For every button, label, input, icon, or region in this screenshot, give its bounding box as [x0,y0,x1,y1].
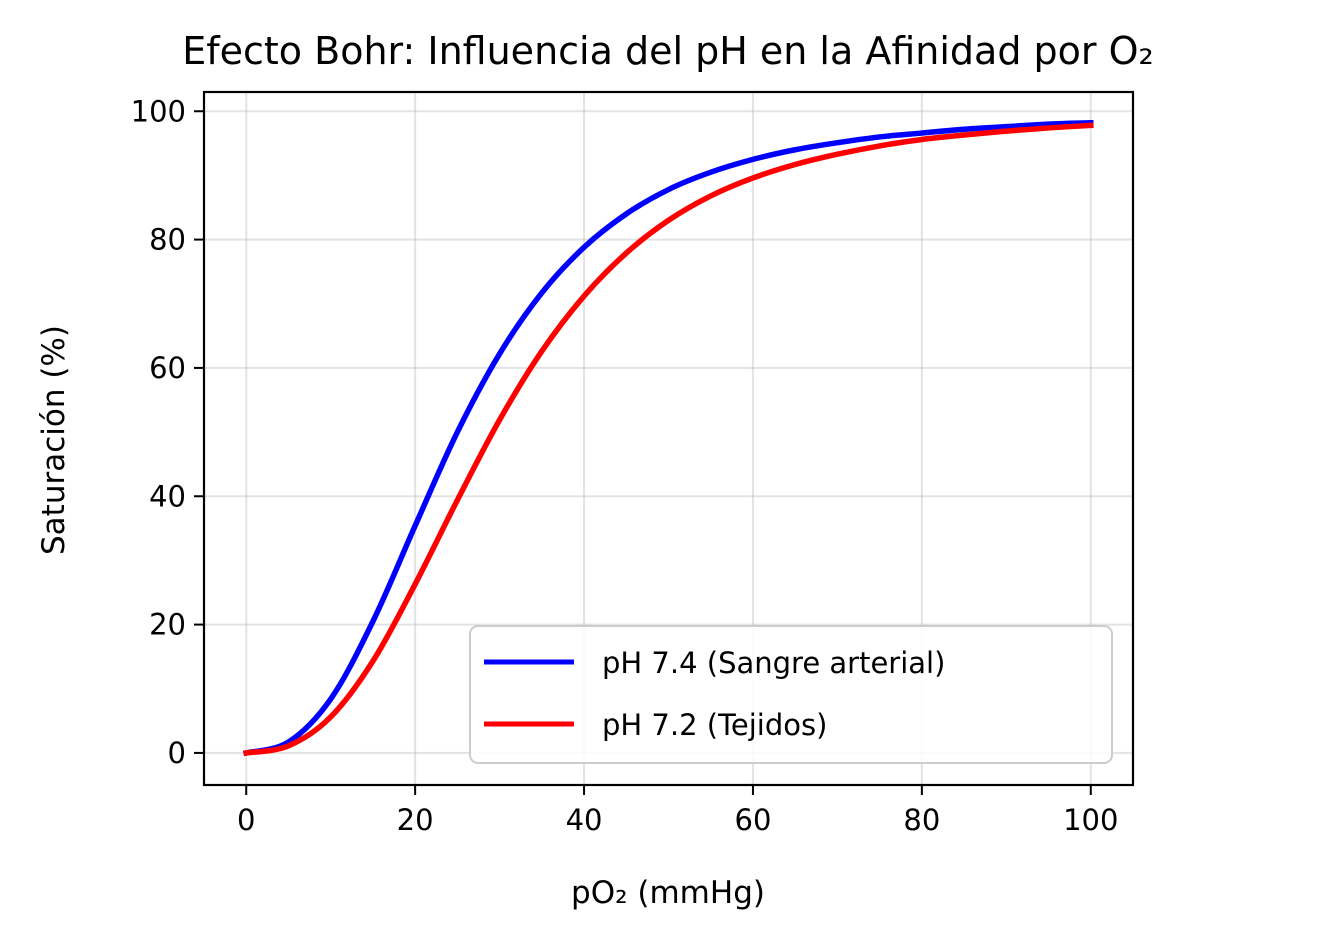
plot-frame [202,90,1135,787]
legend-box [469,625,1113,764]
y-tick-label: 40 [149,479,186,513]
legend-label-ph-7-4: pH 7.4 (Sangre arterial) [602,646,945,680]
x-tick-label: 0 [237,803,255,837]
x-tick-label: 80 [903,803,940,837]
x-tick-label: 40 [566,803,603,837]
x-tick-label: 100 [1063,803,1118,837]
y-tick-label: 0 [168,736,186,770]
legend: pH 7.4 (Sangre arterial) pH 7.2 (Tejidos… [469,625,1113,764]
y-tick-label: 20 [149,608,186,642]
legend-label-ph-7-2: pH 7.2 (Tejidos) [602,708,827,742]
y-tick-label: 60 [149,351,186,385]
y-tick-label: 80 [149,223,186,257]
x-axis-label: pO₂ (mmHg) [571,875,765,911]
x-tick-label: 20 [397,803,434,837]
y-axis-label: Saturación (%) [36,325,72,555]
series-line-ph-7-2 [243,122,1094,757]
y-tick-label: 100 [131,94,186,128]
x-tick-label: 60 [735,803,772,837]
ticks: 0 20 40 60 80 100 0 20 40 60 80 100 [131,94,1119,837]
grid [204,92,1133,785]
series-line-ph-7-4 [242,119,1094,757]
series-group [242,119,1094,757]
chart-title: Efecto Bohr: Influencia del pH en la Afi… [182,29,1154,73]
